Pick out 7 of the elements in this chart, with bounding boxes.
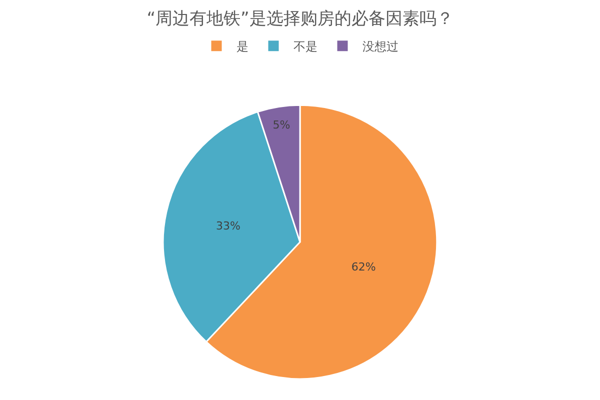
legend-label: 没想过 [362, 40, 398, 54]
data-label: 33% [216, 219, 240, 232]
data-label: 62% [351, 260, 376, 274]
chart-title: “周边有地铁”是选择购房的必备因素吗？ [146, 8, 454, 29]
legend-label: 是 [236, 40, 248, 54]
data-label: 5% [272, 118, 290, 132]
legend-label: 不是 [294, 40, 318, 54]
